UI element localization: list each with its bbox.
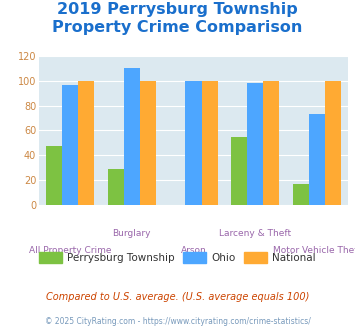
Text: Property Crime Comparison: Property Crime Comparison xyxy=(52,20,303,35)
Text: Arson: Arson xyxy=(181,246,206,255)
Text: Motor Vehicle Theft: Motor Vehicle Theft xyxy=(273,246,355,255)
Text: Burglary: Burglary xyxy=(113,229,151,238)
Bar xyxy=(78,81,94,205)
Bar xyxy=(325,81,341,205)
Bar xyxy=(46,147,62,205)
Bar xyxy=(293,183,309,205)
Text: 2019 Perrysburg Township: 2019 Perrysburg Township xyxy=(57,2,298,16)
Bar xyxy=(231,137,247,205)
Bar xyxy=(62,84,78,205)
Text: All Property Crime: All Property Crime xyxy=(29,246,111,255)
Text: Larceny & Theft: Larceny & Theft xyxy=(219,229,291,238)
Bar xyxy=(247,83,263,205)
Bar xyxy=(108,169,124,205)
Bar xyxy=(202,81,218,205)
Bar xyxy=(140,81,156,205)
Text: © 2025 CityRating.com - https://www.cityrating.com/crime-statistics/: © 2025 CityRating.com - https://www.city… xyxy=(45,317,310,326)
Text: Compared to U.S. average. (U.S. average equals 100): Compared to U.S. average. (U.S. average … xyxy=(46,292,309,302)
Bar xyxy=(309,114,325,205)
Bar xyxy=(124,68,140,205)
Bar xyxy=(185,81,202,205)
Legend: Perrysburg Township, Ohio, National: Perrysburg Township, Ohio, National xyxy=(35,248,320,267)
Bar xyxy=(263,81,279,205)
